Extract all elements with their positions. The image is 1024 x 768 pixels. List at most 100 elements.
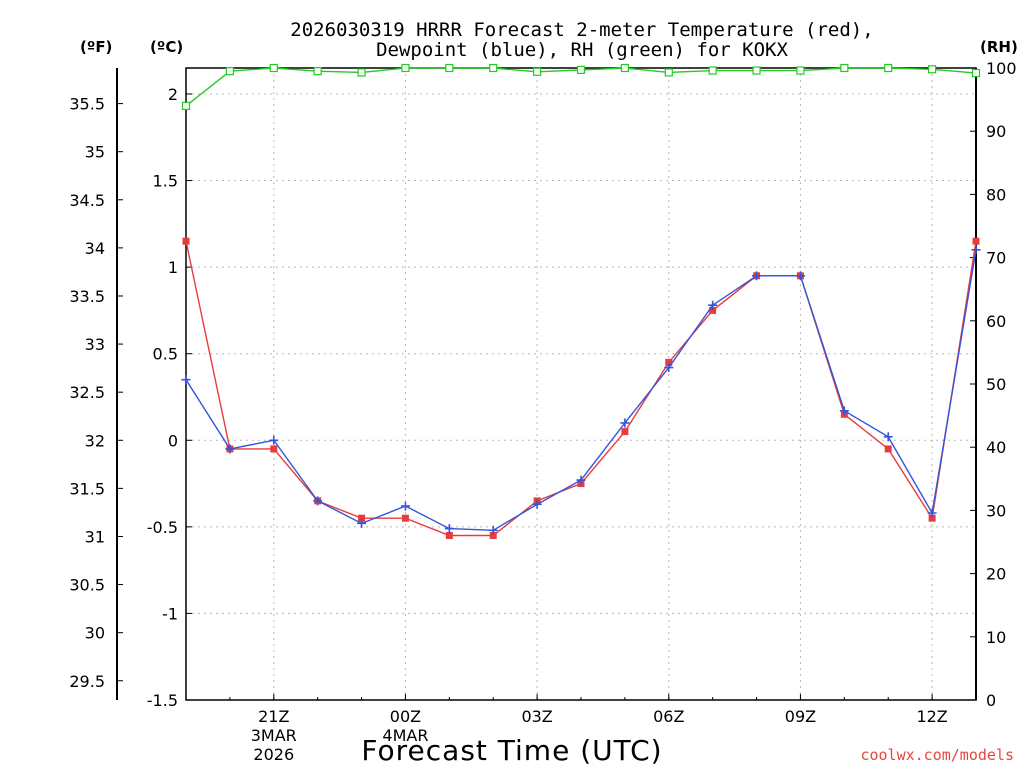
tick-label-f: 30: [85, 624, 105, 643]
rh-point: [840, 63, 849, 73]
tick-label-x: 09Z: [785, 707, 816, 726]
rh-point: [357, 68, 366, 77]
credit-link[interactable]: coolwx.com/models: [860, 746, 1014, 764]
temperature-point: [489, 532, 497, 540]
tick-label-rh: 100: [986, 59, 1017, 78]
temperature-point: [884, 445, 892, 453]
dewpoint-point: [708, 300, 718, 310]
tick-label-c: 2: [168, 85, 178, 104]
tick-label-c: -0.5: [147, 518, 178, 537]
tick-label-c: 0: [168, 431, 178, 450]
dewpoint-point: [795, 271, 805, 281]
temperature-point: [445, 532, 453, 540]
dewpoint-point: [225, 444, 235, 454]
tick-label-f: 31: [85, 527, 105, 546]
temperature-point: [401, 514, 409, 522]
temperature-line: [185, 241, 977, 537]
tick-label-x: 03Z: [521, 707, 552, 726]
temperature-point: [928, 514, 936, 522]
tick-label-rh: 70: [986, 249, 1006, 268]
tick-label-f: 33.5: [69, 287, 105, 306]
rh-point: [181, 101, 191, 111]
dewpoint-point: [488, 525, 498, 535]
rh-unit-label: (RH): [980, 38, 1018, 56]
temperature-point: [358, 514, 366, 522]
chart-title-line-1: 2026030319 HRRR Forecast 2-meter Tempera…: [290, 19, 873, 41]
tick-label-c: -1.5: [147, 691, 178, 710]
tick-label-f: 29.5: [69, 672, 105, 691]
dewpoint-point: [532, 499, 542, 509]
dewpoint-point: [971, 245, 981, 255]
fahrenheit-unit-label: (ºF): [80, 38, 112, 56]
temperature-point: [182, 237, 190, 245]
rh-point: [576, 65, 586, 74]
dewpoint-point: [664, 363, 674, 373]
temperature-point: [972, 237, 980, 245]
tick-label-x: 06Z: [653, 707, 684, 726]
series-layer: [181, 63, 981, 540]
rh-point: [664, 68, 673, 77]
rh-point: [313, 67, 322, 76]
x-axis-label: Forecast Time (UTC): [361, 734, 662, 767]
tick-label-f: 30.5: [69, 576, 105, 595]
tick-label-rh: 10: [986, 628, 1006, 647]
dewpoint-point: [444, 524, 454, 534]
tick-label-f: 34: [85, 239, 105, 258]
tick-label-f: 32: [85, 431, 105, 450]
rh-point: [489, 63, 498, 73]
rh-point: [401, 63, 410, 73]
tick-label-f: 34.5: [69, 191, 105, 210]
rh-point: [796, 66, 805, 75]
grid-lines: [186, 68, 976, 701]
dewpoint-point: [400, 501, 410, 511]
tick-label-rh: 60: [986, 312, 1006, 331]
plot-frame: [185, 67, 977, 701]
temperature-point: [270, 445, 278, 453]
tick-label-f: 35: [85, 143, 105, 162]
rh-point: [533, 67, 542, 76]
rh-point: [971, 68, 981, 78]
tick-label-f: 32.5: [69, 383, 105, 402]
tick-label-f: 35.5: [69, 95, 105, 114]
tick-label-x: 00Z: [390, 707, 421, 726]
tick-label-date: 4MAR: [382, 726, 428, 745]
dewpoint-point: [181, 375, 191, 385]
celsius-unit-label: (ºC): [150, 38, 183, 56]
tick-label-rh: 0: [986, 691, 996, 710]
tick-label-rh: 20: [986, 565, 1006, 584]
tick-label-f: 31.5: [69, 479, 105, 498]
tick-label-year: 2026: [253, 745, 294, 764]
tick-label-c: 0.5: [153, 345, 178, 364]
tick-label-c: 1: [168, 258, 178, 277]
tick-label-rh: 90: [986, 122, 1006, 141]
dewpoint-point: [927, 508, 937, 518]
dewpoint-point: [313, 496, 323, 506]
tick-label-rh: 50: [986, 375, 1006, 394]
rh-point: [620, 63, 629, 73]
rh-point: [269, 63, 278, 73]
tick-label-rh: 30: [986, 501, 1006, 520]
tick-label-f: 33: [85, 335, 105, 354]
tick-label-x: 21Z: [258, 707, 289, 726]
dewpoint-point: [620, 418, 630, 428]
rh-point: [708, 66, 717, 75]
rh-point: [445, 63, 454, 73]
tick-label-x: 12Z: [916, 707, 947, 726]
temperature-point: [709, 306, 717, 314]
chart-title-line-2: Dewpoint (blue), RH (green) for KOKX: [376, 39, 788, 61]
dewpoint-point: [839, 406, 849, 416]
temperature-point: [621, 428, 629, 436]
rh-point: [884, 63, 893, 73]
rh-point: [752, 66, 761, 75]
tick-label-rh: 80: [986, 185, 1006, 204]
dewpoint-point: [752, 271, 762, 281]
dewpoint-point: [269, 435, 279, 445]
temperature-point: [665, 358, 673, 366]
tick-label-c: -1: [162, 604, 178, 623]
tick-label-rh: 40: [986, 438, 1006, 457]
rh-point: [225, 67, 234, 76]
dewpoint-line: [185, 249, 977, 532]
rh-point: [928, 65, 937, 74]
